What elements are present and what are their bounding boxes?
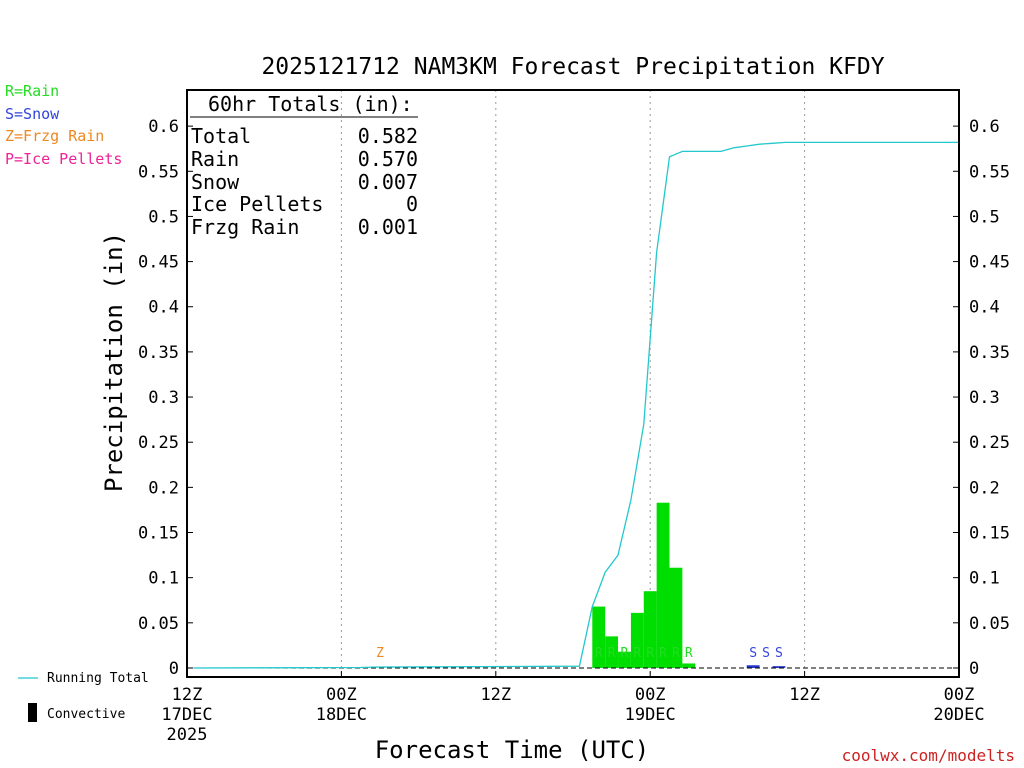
x-tick-year: 2025 xyxy=(167,725,208,745)
totals-heading: 60hr Totals (in): xyxy=(208,92,413,116)
convective-legend-label: Convective xyxy=(47,707,125,722)
y-tick-label-right: 0.45 xyxy=(969,253,1010,273)
chart-title: 2025121712 NAM3KM Forecast Precipitation… xyxy=(261,54,884,80)
ptype-marker-snow: S xyxy=(762,646,770,661)
legend-ice-pellets: P=Ice Pellets xyxy=(5,150,122,168)
ptype-marker-rain: R xyxy=(633,646,641,661)
totals-label-frzg-rain: Frzg Rain xyxy=(191,215,299,239)
x-axis-label: Forecast Time (UTC) xyxy=(375,736,650,764)
totals-value-total: 0.582 xyxy=(358,124,418,148)
gridlines xyxy=(340,90,806,677)
x-tick-label: 12Z xyxy=(172,685,203,705)
footer-credit: coolwx.com/modelts xyxy=(842,746,1015,765)
precip-bar xyxy=(669,567,683,668)
bottom-legend: Running Total Convective xyxy=(18,671,149,722)
y-tick-label-right: 0.05 xyxy=(969,614,1010,634)
ptype-marker-frzg: Z xyxy=(376,646,384,661)
y-tick-label-left: 0.4 xyxy=(148,298,179,318)
totals-label-snow: Snow xyxy=(191,170,240,194)
y-tick-label-right: 0.4 xyxy=(969,298,1000,318)
x-tick-date: 18DEC xyxy=(316,705,367,725)
precip-bar xyxy=(618,651,631,668)
running-total-legend-label: Running Total xyxy=(47,671,149,686)
totals-label-ice-pellets: Ice Pellets xyxy=(191,192,323,216)
y-tick-label-right: 0.2 xyxy=(969,478,1000,498)
precip-bar xyxy=(772,666,786,668)
ptype-marker-rain: R xyxy=(672,646,680,661)
y-tick-label-left: 0.1 xyxy=(148,569,179,589)
precip-bar xyxy=(682,663,696,668)
y-tick-label-left: 0.2 xyxy=(148,478,179,498)
convective-legend-icon xyxy=(28,703,37,722)
y-tick-label-right: 0.3 xyxy=(969,388,1000,408)
totals-value-frzg-rain: 0.001 xyxy=(358,215,418,239)
y-tick-label-right: 0.5 xyxy=(969,207,1000,227)
x-tick-date: 19DEC xyxy=(625,705,676,725)
axis-ticks: 0 0 0.05 0.05 0.1 0.1 0.15 0.15 0.2 0.2 0.25 0.25 0.… xyxy=(138,117,1010,745)
y-axis-label: Precipitation (in) xyxy=(100,232,128,492)
precip-bars xyxy=(592,502,786,668)
y-tick-label-right: 0.1 xyxy=(969,569,1000,589)
y-tick-label-right: 0.15 xyxy=(969,524,1010,544)
y-tick-label-right: 0.35 xyxy=(969,343,1010,363)
ptype-marker-snow: S xyxy=(749,646,757,661)
x-tick-label: 00Z xyxy=(944,685,975,705)
x-tick-date: 17DEC xyxy=(161,705,212,725)
y-tick-label-left: 0.6 xyxy=(148,117,179,137)
ptype-marker-rain: R xyxy=(685,646,693,661)
precip-bar xyxy=(656,502,670,668)
totals-value-rain: 0.570 xyxy=(358,147,418,171)
x-tick-label: 12Z xyxy=(480,685,511,705)
legend-snow: S=Snow xyxy=(5,105,60,123)
totals-value-snow: 0.007 xyxy=(358,170,418,194)
precip-bar xyxy=(643,591,657,668)
y-tick-label-left: 0.55 xyxy=(138,162,179,182)
precip-bar xyxy=(630,612,644,668)
legend-frzg-rain: Z=Frzg Rain xyxy=(5,127,104,145)
ptype-marker-rain: R xyxy=(659,646,667,661)
y-tick-label-left: 0.5 xyxy=(148,207,179,227)
y-tick-label-left: 0.3 xyxy=(148,388,179,408)
totals-value-ice-pellets: 0 xyxy=(406,192,418,216)
y-tick-label-left: 0.15 xyxy=(138,524,179,544)
x-tick-date: 20DEC xyxy=(933,705,984,725)
precip-bar xyxy=(746,665,760,668)
x-tick-label: 00Z xyxy=(635,685,666,705)
ptype-marker-rain: R xyxy=(608,646,616,661)
y-tick-label-right: 0 xyxy=(969,659,979,679)
totals-label-total: Total xyxy=(191,124,251,148)
ptype-legend: R=Rain S=Snow Z=Frzg Rain P=Ice Pellets xyxy=(5,82,122,168)
ptype-marker-rain: R xyxy=(595,646,603,661)
y-tick-label-right: 0.6 xyxy=(969,117,1000,137)
y-tick-label-left: 0.45 xyxy=(138,253,179,273)
ptype-marker-rain: R xyxy=(646,646,654,661)
y-tick-label-left: 0 xyxy=(169,659,179,679)
legend-rain: R=Rain xyxy=(5,82,59,100)
precip-bar xyxy=(592,606,606,668)
totals-box: 60hr Totals (in): Total 0.582 Rain 0.570… xyxy=(190,92,418,239)
totals-label-rain: Rain xyxy=(191,147,239,171)
plot-frame xyxy=(186,89,960,678)
y-tick-label-right: 0.25 xyxy=(969,433,1010,453)
y-tick-label-left: 0.25 xyxy=(138,433,179,453)
y-tick-label-left: 0.05 xyxy=(138,614,179,634)
y-tick-label-right: 0.55 xyxy=(969,162,1010,182)
x-tick-label: 12Z xyxy=(789,685,820,705)
running-total-line xyxy=(193,141,959,669)
x-tick-label: 00Z xyxy=(326,685,357,705)
y-tick-label-left: 0.35 xyxy=(138,343,179,363)
ptype-marker-snow: S xyxy=(775,646,783,661)
ptype-marker-rain: R xyxy=(621,646,629,661)
precip-bar xyxy=(605,636,619,668)
